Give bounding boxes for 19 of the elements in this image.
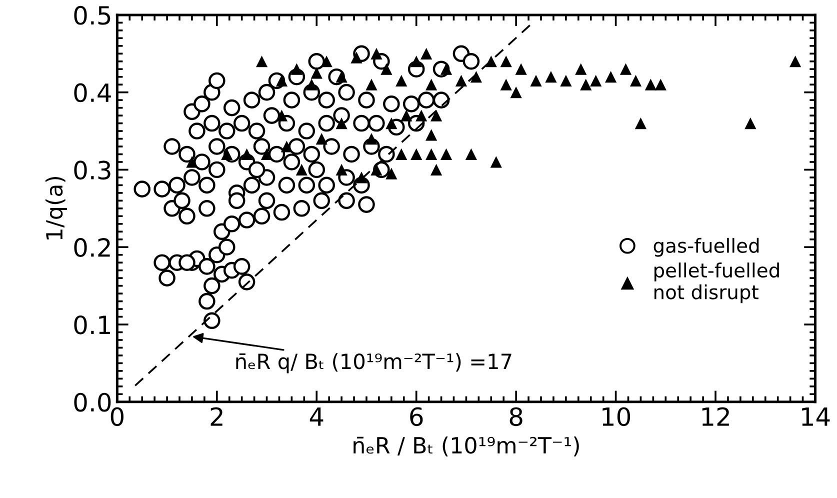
x-tick-label: 12 — [702, 407, 729, 426]
y-tick-label: 0.4 — [74, 83, 111, 102]
y-tick-label: 0.0 — [74, 392, 111, 412]
y-tick-label: 0.5 — [74, 6, 110, 25]
legend-label: pellet-fuelled not disrupt — [654, 262, 779, 304]
x-tick-label: 2 — [210, 407, 222, 426]
x-tick-label: 6 — [410, 407, 423, 426]
y-tick-label: 0.2 — [74, 238, 110, 257]
x-tick-label: 4 — [310, 408, 324, 426]
x-tick-label: 0 — [110, 407, 124, 426]
y-axis-title: 1/q(a) — [46, 176, 68, 240]
x-axis-title: n̄ₑR / Bₜ (10¹⁹m⁻²T⁻¹) — [354, 436, 579, 456]
y-tick-label: 0.1 — [74, 315, 110, 334]
x-tick-label: 8 — [510, 407, 522, 426]
annotation: n̄ₑR q/ Bₜ (10¹⁹m⁻²T⁻¹) =17 — [236, 353, 512, 374]
y-tick-label: 0.3 — [74, 160, 110, 180]
x-tick-label: 10 — [602, 407, 630, 426]
x-tick-label: 14 — [802, 408, 830, 426]
legend-label: gas-fuelled — [654, 238, 759, 257]
